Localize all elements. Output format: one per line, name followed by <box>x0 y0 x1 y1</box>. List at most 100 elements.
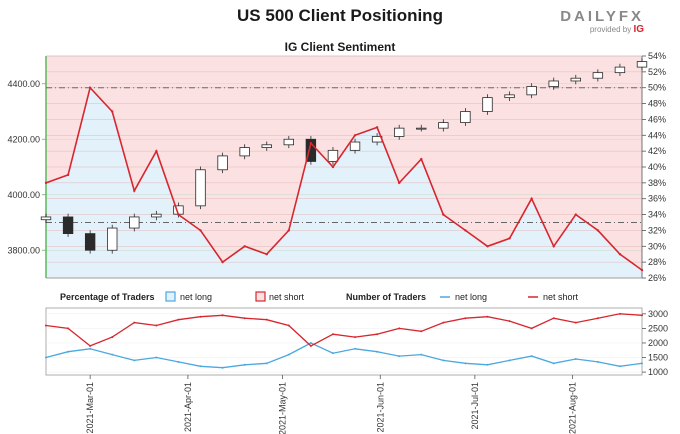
dailyfx-logo: DAILYFX provided by IG <box>560 8 644 35</box>
traders-long-point <box>155 356 158 359</box>
traders-short-point <box>596 317 599 320</box>
sentiment-short-point <box>287 229 291 232</box>
traders-short-point <box>221 314 224 317</box>
x-tick-label: 2021-Mar-01 <box>85 382 95 434</box>
candle-body <box>548 80 559 87</box>
traders-short-point <box>287 324 290 327</box>
percent-tick-label: 52% <box>648 67 666 77</box>
percent-tick-label: 44% <box>648 130 666 140</box>
sentiment-short-point <box>486 245 489 248</box>
logo-ig: IG <box>633 24 644 35</box>
traders-short-point <box>155 324 158 327</box>
sentiment-short-point <box>221 260 224 264</box>
candle-body <box>416 127 427 130</box>
sentiment-panel: 26% 28% 30% 32% 34% 36% 38% 40% 42% 44% 46% 48% 50% 5… <box>7 51 666 283</box>
price-tick-label: 3800.00 <box>7 245 40 255</box>
traders-tick-label: 1500 <box>648 353 668 363</box>
candle-body <box>283 138 295 146</box>
traders-long-point <box>552 362 555 365</box>
sentiment-short-point <box>640 268 644 272</box>
traders-short-point <box>641 314 643 317</box>
traders-long-point <box>331 352 334 355</box>
percent-tick-label: 30% <box>648 241 666 251</box>
traders-long-point <box>442 359 445 362</box>
traders-short-point <box>420 330 423 333</box>
x-tick-label: 2021-Jul-01 <box>470 382 480 430</box>
logo-provided: provided by IG <box>560 24 644 35</box>
traders-long-point <box>287 353 290 356</box>
candle-body <box>195 169 206 207</box>
percent-tick-label: 40% <box>648 162 666 172</box>
traders-short-point <box>464 317 467 320</box>
legend-pct-heading: Percentage of Traders <box>60 292 155 302</box>
traders-short-point <box>574 321 577 324</box>
candle-body <box>239 147 250 157</box>
traders-long-point <box>574 357 577 360</box>
sentiment-short-point <box>88 86 92 89</box>
candle-body <box>592 72 604 79</box>
price-tick-label: 4400.00 <box>7 79 40 89</box>
candle-body <box>327 149 339 162</box>
traders-short-point <box>442 321 445 324</box>
percent-tick-label: 50% <box>648 83 666 93</box>
legend-num-long: net long <box>455 292 487 302</box>
traders-long-point <box>45 356 47 359</box>
percent-tick-label: 46% <box>648 114 666 124</box>
candle-body <box>504 94 515 99</box>
traders-tick-label: 2000 <box>648 338 668 348</box>
candle-body <box>460 111 471 124</box>
traders-short-point <box>376 333 379 336</box>
sentiment-short-point <box>375 126 379 129</box>
traders-short-point <box>89 344 92 347</box>
percent-tick-label: 48% <box>648 99 666 109</box>
sentiment-short-point <box>353 134 357 137</box>
traders-short-point <box>331 333 334 336</box>
traders-long-point <box>243 363 246 366</box>
percent-tick-label: 34% <box>648 210 666 220</box>
traders-long-point <box>111 353 114 356</box>
traders-long-point <box>641 362 643 365</box>
x-tick-label: 2021-Apr-01 <box>183 382 193 432</box>
sentiment-short-point <box>442 213 445 216</box>
traders-tick-label: 2500 <box>648 323 668 333</box>
traders-long-point <box>309 341 312 344</box>
sentiment-short-point <box>574 213 577 216</box>
candle-body <box>349 141 361 151</box>
sentiment-short-point <box>199 229 202 232</box>
legend-num-short: net short <box>543 292 579 302</box>
traders-long-point <box>464 362 467 365</box>
logo-provided-text: provided by <box>589 25 632 34</box>
traders-short-point <box>618 312 621 315</box>
traders-short-point <box>530 327 533 330</box>
legend-pct-long: net long <box>180 292 212 302</box>
traders-short-point <box>354 336 357 339</box>
traders-long-point <box>398 355 401 358</box>
traders-tick-label: 3000 <box>648 309 668 319</box>
traders-frame <box>45 307 643 376</box>
traders-short-point <box>508 320 511 323</box>
sentiment-short-point <box>243 245 246 248</box>
traders-short-point <box>486 315 489 318</box>
legend-pct-short-swatch <box>255 291 266 302</box>
candle-body <box>261 144 272 148</box>
percent-tick-label: 54% <box>648 51 666 61</box>
sentiment-short-point <box>618 253 622 256</box>
traders-short-point <box>265 318 268 321</box>
traders-long-point <box>89 347 92 350</box>
percent-tick-label: 42% <box>648 146 666 156</box>
sentiment-short-point <box>111 110 114 113</box>
traders-short-point <box>45 324 47 327</box>
percent-tick-label: 26% <box>648 273 666 283</box>
sentiment-short-point <box>530 197 533 200</box>
legend-pct-short: net short <box>269 292 305 302</box>
percent-tick-label: 32% <box>648 225 666 235</box>
sentiment-short-point <box>552 245 555 248</box>
traders-short-line <box>45 313 643 347</box>
sentiment-short-point <box>331 165 335 169</box>
sentiment-short-point <box>464 229 467 232</box>
candle-body <box>217 155 228 171</box>
traders-long-point <box>177 360 180 363</box>
candle-body <box>636 61 648 68</box>
sentiment-short-point <box>309 142 313 145</box>
